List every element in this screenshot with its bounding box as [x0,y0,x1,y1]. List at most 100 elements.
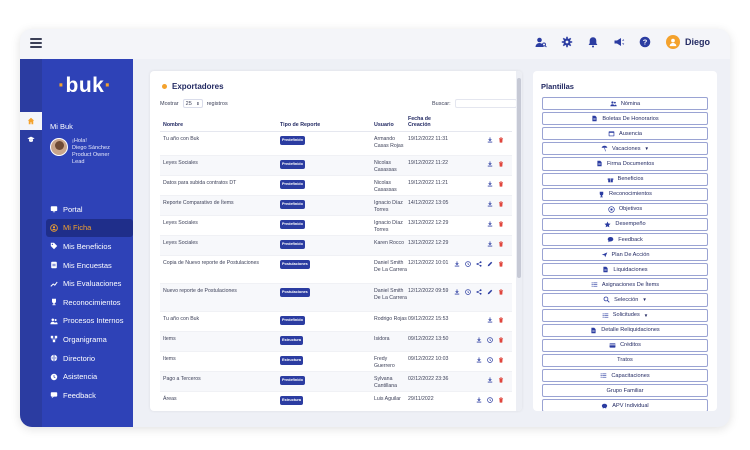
table-row[interactable]: Reporte Comparativo de Ítems Predefinido I… [160,196,512,216]
megaphone-icon[interactable] [612,35,626,49]
column-header-date[interactable]: Fecha de Creación [408,116,431,128]
column-header-type[interactable]: Tipo de Reporte [280,122,321,128]
column-header-name[interactable]: Nombre [163,122,184,128]
user-menu[interactable]: Diego [665,35,710,49]
user-search-icon[interactable] [534,35,548,49]
trash-icon[interactable] [497,240,504,247]
ficha-icon [50,224,58,232]
pencil-icon[interactable] [486,288,493,295]
template-button-nómina[interactable]: Nómina [542,97,708,111]
table-row[interactable]: Áreas Estructura Luis Aguilar 29/11/2022 [160,392,512,411]
profile-card[interactable]: ¡Hola! Diego Sánchez Product Owner Lead [50,138,112,166]
sidebar-item-mis-evaluaciones[interactable]: Mis Evaluaciones [46,274,133,293]
share-icon[interactable] [475,288,482,295]
buk-logo[interactable]: ·buk· [58,74,112,97]
template-button-desempeño[interactable]: Desempeño [542,217,708,231]
download-icon[interactable] [486,376,493,383]
template-button-selección[interactable]: Selección ▼ [542,293,708,307]
trash-icon[interactable] [497,376,504,383]
template-button-liquidaciones[interactable]: Liquidaciones [542,263,708,277]
download-icon[interactable] [486,316,493,323]
sidebar-item-mis-beneficios[interactable]: Mis Beneficios [46,237,133,256]
template-button-detalle-reliquidaciones[interactable]: Detalle Reliquidaciones [542,323,708,337]
template-button-vacaciones[interactable]: Vacaciones ▼ [542,142,708,156]
table-row[interactable]: Leyes Sociales Predefinido Ignacio Díaz To… [160,216,512,236]
table-row[interactable]: Datos para subida contratos DT Predefinid… [160,176,512,196]
sidebar-item-directorio[interactable]: Directorio [46,349,133,368]
download-icon[interactable] [475,356,482,363]
table-row[interactable]: Pago a Terceros Predefinido Sylvana Cantil… [160,372,512,392]
template-button-reconocimientos[interactable]: Reconocimientos [542,187,708,201]
trash-icon[interactable] [497,396,504,403]
template-button-ausencia[interactable]: Ausencia [542,127,708,141]
download-icon[interactable] [453,260,460,267]
bell-icon[interactable] [586,35,600,49]
clock-icon[interactable] [464,260,471,267]
sidebar-item-label: Reconocimientos [63,297,121,307]
download-icon[interactable] [475,396,482,403]
sidebar-item-feedback[interactable]: Feedback [46,386,133,405]
template-button-plan-de-acción[interactable]: Plan De Acción [542,248,708,262]
template-button-objetivos[interactable]: Objetivos [542,202,708,216]
download-icon[interactable] [486,136,493,143]
template-button-beneficios[interactable]: Beneficios [542,172,708,186]
table-row[interactable]: Nuevo reporte de Postulaciones Postulacio… [160,284,512,312]
template-button-firma-documentos[interactable]: Firma Documentos [542,157,708,171]
table-row[interactable]: Leyes Sociales Predefinido Karen Rocco 13/1… [160,236,512,256]
home-icon[interactable] [20,112,42,130]
trash-icon[interactable] [497,336,504,343]
sidebar-item-mis-encuestas[interactable]: Mis Encuestas [46,256,133,275]
panel-scrollbar[interactable] [516,71,522,411]
table-row[interactable]: Items Estructura Fredy Guerrero 09/12/2022 … [160,352,512,372]
trash-icon[interactable] [497,356,504,363]
template-button-solicitudes[interactable]: Solicitudes ▼ [542,308,708,322]
download-icon[interactable] [475,336,482,343]
clock-icon[interactable] [486,396,493,403]
trash-icon[interactable] [497,316,504,323]
sidebar-item-asistencia[interactable]: Asistencia [46,367,133,386]
graduation-icon[interactable] [20,130,42,148]
template-button-grupo-familiar[interactable]: Grupo Familiar [542,384,708,398]
template-button-feedback[interactable]: Feedback [542,232,708,247]
share-icon[interactable] [475,260,482,267]
page-length-select[interactable]: 25 ⬍ [182,99,203,108]
trash-icon[interactable] [497,136,504,143]
table-row[interactable]: Leyes Sociales Predefinido Nicolas Casassa… [160,156,512,176]
template-button-boletas-de-honorarios[interactable]: Boletas De Honorarios [542,112,708,126]
sidebar-item-mi-ficha[interactable]: Mi Ficha [46,218,133,238]
download-icon[interactable] [453,288,460,295]
clock-icon[interactable] [486,336,493,343]
search-input[interactable] [454,99,517,108]
download-icon[interactable] [486,220,493,227]
clock-icon[interactable] [464,288,471,295]
trash-icon[interactable] [497,160,504,167]
help-icon[interactable]: ? [638,35,652,49]
sidebar-item-reconocimientos[interactable]: Reconocimientos [46,293,133,312]
trash-icon[interactable] [497,200,504,207]
download-icon[interactable] [486,240,493,247]
template-button-apv-individual[interactable]: APV Individual [542,399,708,411]
sidebar-item-organigrama[interactable]: Organigrama [46,330,133,349]
gear-icon[interactable] [560,35,574,49]
template-button-asignaciones-de-ítems[interactable]: Asignaciones De Ítems [542,278,708,292]
trash-icon[interactable] [497,180,504,187]
table-row[interactable]: Items Estructura Isidora 09/12/2022 13:50 [160,332,512,352]
table-row[interactable]: Tu año con Buk Predefinido Armando Casas R… [160,132,512,156]
menu-icon[interactable] [30,38,42,48]
template-button-tratos[interactable]: Tratos [542,353,708,367]
sidebar-item-procesos-internos[interactable]: Procesos Internos [46,312,133,331]
download-icon[interactable] [486,200,493,207]
clock-icon[interactable] [486,356,493,363]
download-icon[interactable] [486,160,493,167]
trash-icon[interactable] [497,260,504,267]
template-button-capacitaciones[interactable]: Capacitaciones [542,368,708,383]
template-button-créditos[interactable]: Créditos [542,338,708,352]
trash-icon[interactable] [497,220,504,227]
sidebar-item-portal[interactable]: Portal [46,200,133,219]
trash-icon[interactable] [497,288,504,295]
download-icon[interactable] [486,180,493,187]
column-header-user[interactable]: Usuario [374,122,394,128]
table-row[interactable]: Copia de Nuevo reporte de Postulaciones P… [160,256,512,284]
table-row[interactable]: Tu año con Buk Predefinido Rodrigo Rojas 09… [160,312,512,332]
pencil-icon[interactable] [486,260,493,267]
